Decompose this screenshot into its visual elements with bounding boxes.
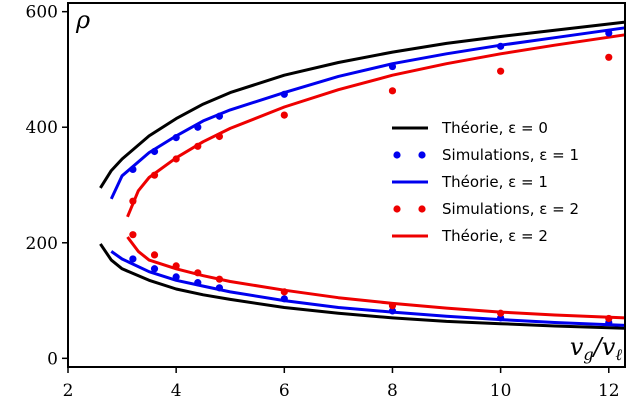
x-tick-label: 4 [171,381,182,401]
legend-swatch [393,151,401,159]
legend: Théorie, ε = 0 Simulations, ε = 1 Théorie,… [392,119,579,245]
series-point-3 [129,197,137,205]
series-point-1 [172,134,180,142]
series-point-3 [194,269,202,277]
legend-label: Théorie, ε = 1 [441,173,548,191]
series-point-1 [215,112,224,120]
legend-label: Simulations, ε = 2 [442,200,579,218]
y-tick-label: 200 [26,234,58,254]
legend-swatch [418,205,426,213]
series-point-1 [215,284,224,292]
series-line-0-1 [99,243,626,330]
series-point-3 [215,132,224,141]
series-point-1 [280,90,288,98]
x-axis-label: vg/vℓ [570,333,622,364]
series-point-3 [280,111,288,119]
series-point-3 [388,87,397,95]
series-point-1 [497,42,505,50]
series-point-3 [605,53,613,61]
series-point-1 [280,295,288,303]
series-point-3 [497,67,505,75]
series-point-3 [172,155,180,163]
series-point-3 [194,142,202,150]
legend-label: Théorie, ε = 0 [441,119,548,137]
series-point-3 [280,288,288,296]
series-point-3 [215,275,224,283]
series-point-1 [194,123,202,131]
series-point-1 [194,279,202,287]
series-line-4-1 [126,236,626,320]
series-point-1 [150,147,159,156]
axis-tick-labels: 2 4 6 8 10 12 0 200 400 600 [26,3,620,401]
y-tick-label: 600 [26,3,58,23]
x-tick-label: 8 [387,381,398,401]
legend-swatch [393,205,401,213]
y-axis-label: ρ [75,6,90,34]
plot-points [129,29,613,327]
series-point-3 [605,314,613,323]
series-point-3 [150,171,159,179]
series-point-3 [172,262,180,270]
legend-swatch [418,151,426,159]
series-point-3 [150,251,159,259]
x-tick-label: 10 [490,381,512,401]
series-point-1 [150,265,159,273]
series-point-1 [605,29,613,37]
series-point-1 [388,307,397,315]
series-point-1 [129,255,137,263]
x-tick-label: 2 [63,381,74,401]
series-point-1 [129,165,137,173]
legend-label: Théorie, ε = 2 [441,227,548,245]
legend-label: Simulations, ε = 1 [442,146,579,164]
series-point-3 [497,309,505,317]
x-tick-label: 12 [598,381,620,401]
series-line-4-0 [126,33,626,218]
plot-frame [67,2,626,368]
axis-ticks [62,10,610,373]
series-point-3 [129,231,137,239]
y-tick-label: 0 [47,349,58,369]
x-tick-label: 6 [279,381,290,401]
series-point-1 [172,273,180,281]
series-point-1 [388,62,397,71]
series-line-0-0 [99,20,626,189]
series-point-3 [388,302,397,310]
y-tick-label: 400 [26,118,58,138]
